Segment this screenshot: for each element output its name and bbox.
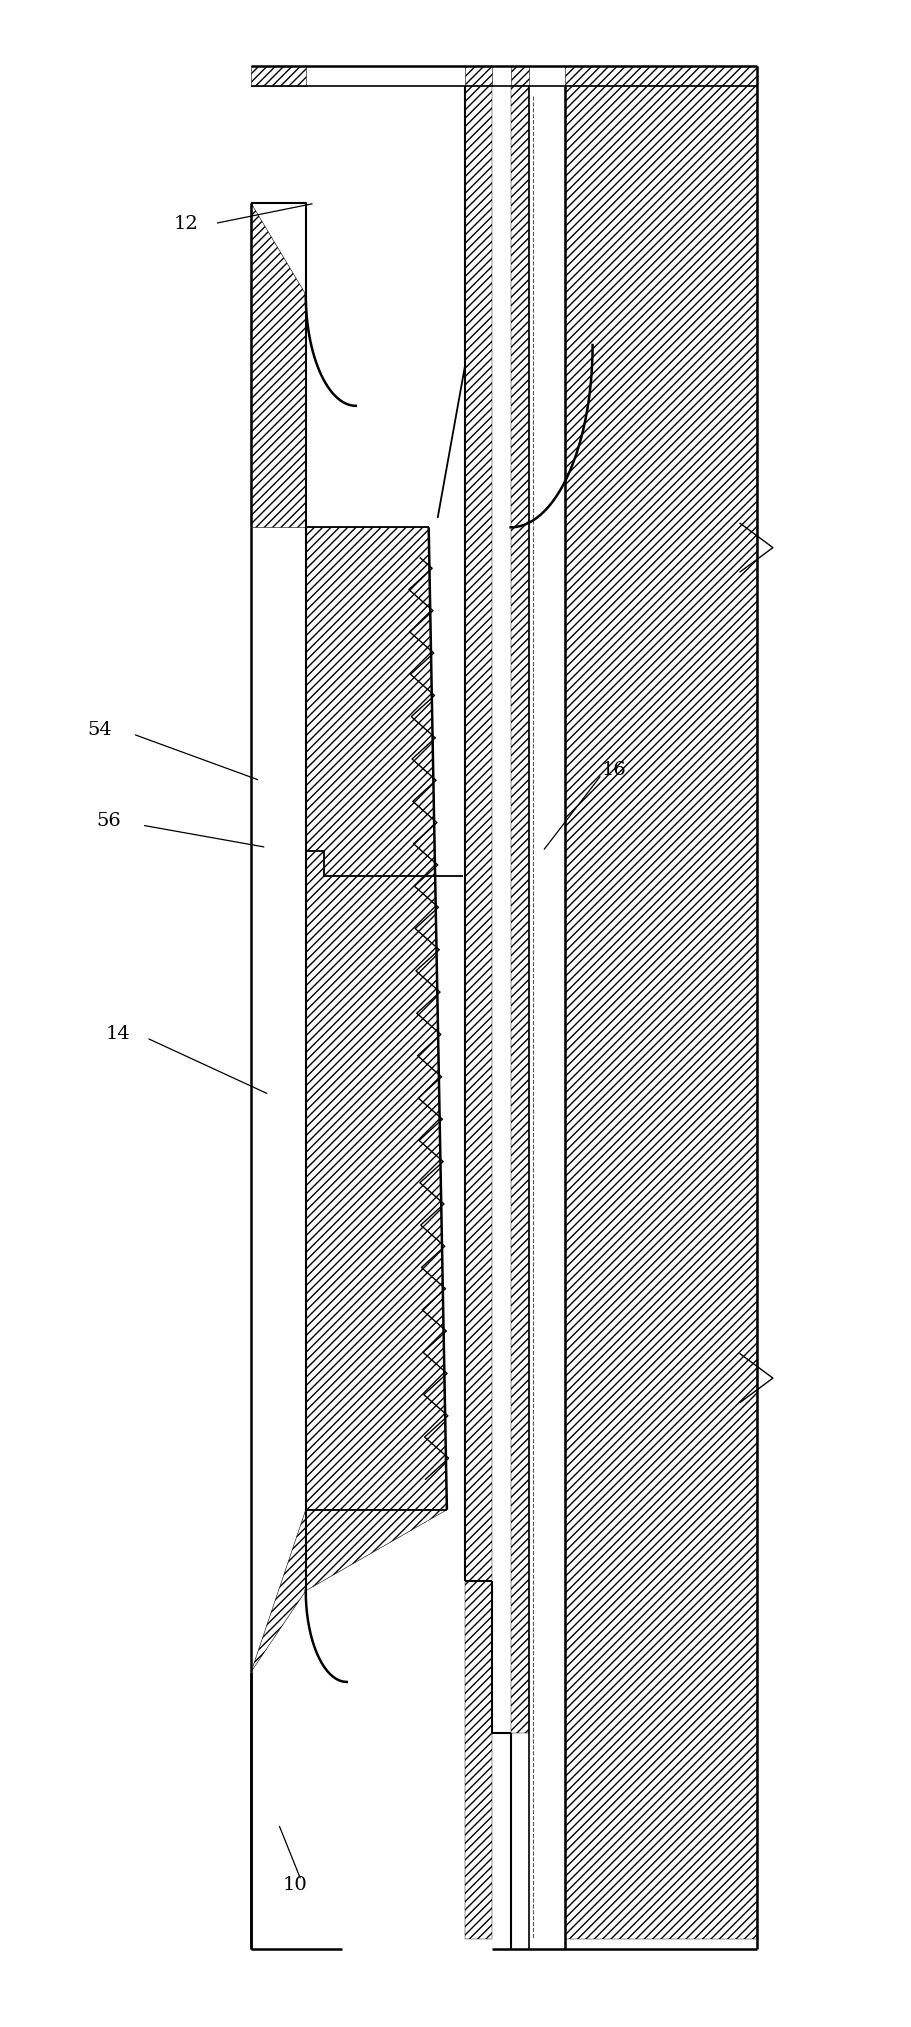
- Text: 14: 14: [106, 1026, 130, 1042]
- Text: 56: 56: [97, 813, 121, 831]
- Text: 54: 54: [87, 722, 112, 740]
- Polygon shape: [510, 85, 528, 1733]
- Polygon shape: [565, 65, 755, 85]
- Polygon shape: [251, 1510, 446, 1672]
- Polygon shape: [465, 65, 492, 85]
- Polygon shape: [510, 65, 528, 85]
- Polygon shape: [251, 203, 305, 527]
- Polygon shape: [565, 85, 755, 1940]
- Polygon shape: [251, 65, 305, 85]
- Polygon shape: [305, 527, 446, 1510]
- Text: 12: 12: [173, 215, 199, 233]
- Text: 16: 16: [601, 762, 626, 780]
- Text: 10: 10: [282, 1875, 307, 1893]
- Polygon shape: [465, 85, 492, 1940]
